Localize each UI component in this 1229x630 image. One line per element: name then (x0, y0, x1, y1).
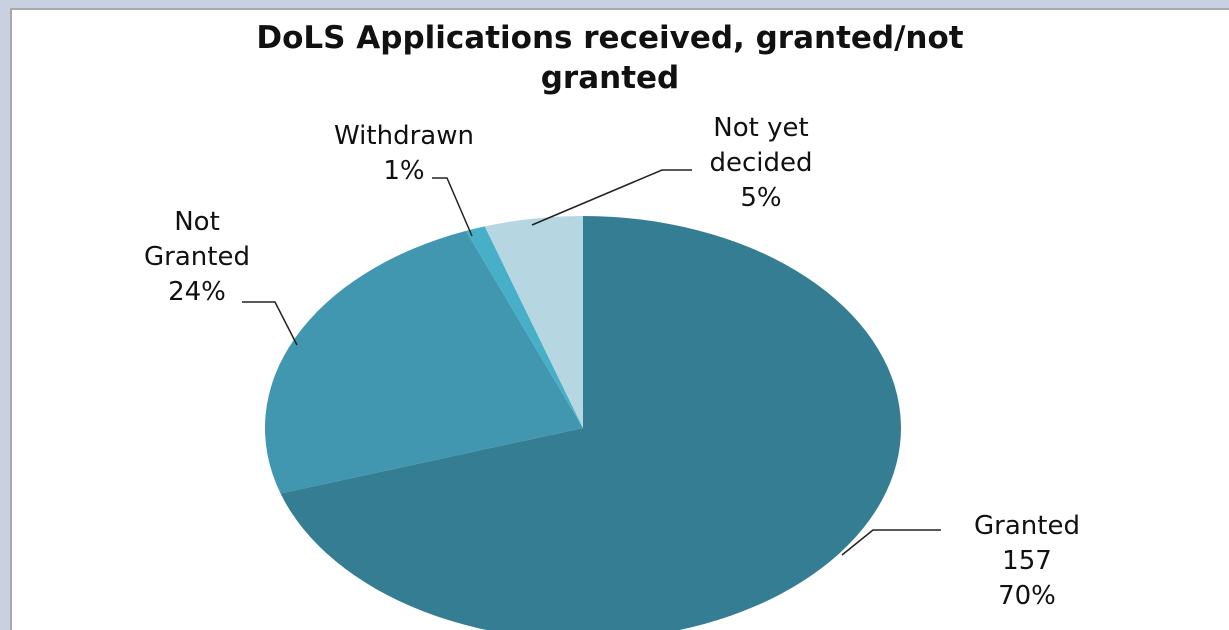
leader-line-not-yet-decided (531, 169, 692, 226)
pie-slice-not-granted (264, 230, 583, 494)
slice-label-granted-line-1: Granted (974, 511, 1080, 541)
slice-label-not-granted-line-1: Not (174, 207, 220, 237)
leader-lines (242, 169, 941, 556)
chart-title-line-1: DoLS Applications received, granted/not (256, 20, 963, 56)
leader-line-not-granted (242, 301, 298, 346)
pie-chart: DoLS Applications received, granted/not … (144, 20, 1080, 630)
pie-slice-not-yet-decided (484, 216, 583, 428)
slice-label-withdrawn-line-2: 1% (383, 156, 424, 186)
chart-area: DoLS Applications received, granted/not … (10, 8, 1229, 630)
slice-label-not-granted-line-2: Granted (144, 242, 250, 272)
slice-label-not-granted-line-3: 24% (168, 277, 226, 307)
slice-labels: Granted 157 70% Not Granted 24% Withdrawn 1% Not… (144, 113, 1080, 611)
slice-label-not-yet-decided-line-2: decided (709, 148, 812, 178)
leader-line-granted (841, 529, 941, 556)
pie-slice-withdrawn (465, 226, 583, 428)
pie-slice-granted (280, 216, 901, 630)
slice-label-not-yet-decided-line-3: 5% (740, 183, 781, 213)
pie-slices (264, 216, 901, 630)
slice-label-granted-line-3: 70% (998, 581, 1056, 611)
chart-title-line-2: granted (541, 60, 680, 96)
leader-line-withdrawn (432, 177, 473, 237)
slice-label-not-yet-decided-line-1: Not yet (713, 113, 808, 143)
slice-label-withdrawn-line-1: Withdrawn (334, 121, 474, 151)
slice-label-granted-line-2: 157 (1002, 546, 1052, 576)
